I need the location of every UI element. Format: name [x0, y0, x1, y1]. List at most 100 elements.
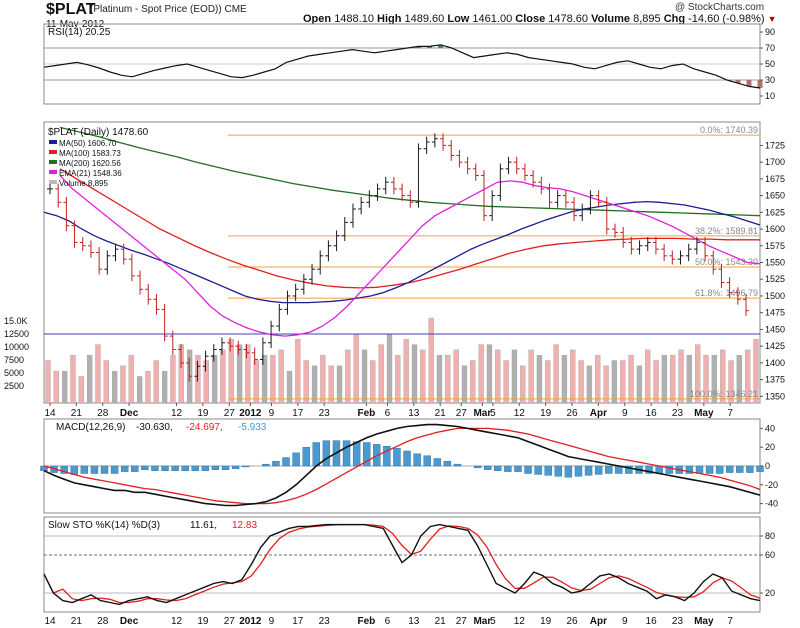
x-axis-label: 26 [566, 408, 578, 419]
volume-bar [161, 370, 168, 404]
volume-bar [453, 349, 459, 404]
volume-bar [361, 349, 368, 404]
macd-histogram-bar [625, 465, 633, 474]
volume-bar [528, 349, 534, 404]
x-axis-label: 12 [514, 408, 526, 419]
ma50-legend-swatch [49, 140, 57, 144]
stochastic-axis-tick-label: 80 [765, 531, 775, 541]
low-value: 1461.00 [472, 13, 513, 25]
ema21-legend-swatch [49, 170, 57, 174]
ma100-legend: MA(100) 1583.73 [59, 149, 121, 158]
macd-histogram-bar [645, 465, 653, 474]
volume-bar [295, 339, 301, 404]
x-axis-label: 17 [292, 408, 304, 419]
volume-bar [461, 365, 468, 404]
price-axis-tick-label: 1700 [765, 157, 785, 167]
chg-value: -14.60 (-0.98%) [688, 13, 765, 25]
volume-bar [486, 344, 493, 404]
volume-bar [95, 344, 101, 404]
x-axis-label-bottom: 14 [44, 616, 56, 627]
price-panel [43, 121, 761, 404]
stochastic-axis-tick-label: 20 [765, 588, 775, 598]
fib-level-label: 0.0%: 1740.39 [700, 125, 758, 135]
volume-bar [470, 360, 476, 404]
x-axis-label: 12 [171, 408, 183, 419]
volume-axis-label: 12500 [4, 329, 29, 339]
volume-bar [286, 370, 293, 404]
macd-histogram-bar [322, 440, 331, 467]
x-axis-label: 14 [44, 408, 56, 419]
rsi-legend: RSI(14) 20.25 [48, 27, 111, 38]
ma200-legend-swatch [49, 160, 57, 164]
macd-axis-tick-label: 0 [765, 461, 770, 471]
macd-histogram-bar [594, 465, 603, 475]
x-axis-label-bottom: 2012 [239, 616, 262, 627]
macd-histogram-bar [181, 465, 189, 471]
volume-bar [578, 360, 584, 404]
macd-histogram-bar [554, 465, 563, 477]
ma50-legend: MA(50) 1606.70 [59, 139, 117, 148]
x-axis-label: 27 [224, 408, 236, 419]
volume-bar [320, 355, 326, 404]
ma100-line [59, 168, 760, 289]
x-axis-label-bottom: 13 [408, 616, 420, 627]
close-value: 1478.60 [548, 13, 589, 25]
macd-histogram-bar [504, 465, 512, 472]
volume-bar [636, 365, 643, 404]
volume-bar [311, 365, 318, 404]
macd-histogram-bar [272, 461, 280, 467]
volume-bar [328, 365, 334, 404]
x-axis-label: 19 [197, 408, 209, 419]
open-value: 1488.10 [334, 13, 374, 25]
x-axis-label-bottom: 26 [566, 616, 578, 627]
macd-histogram-bar [60, 465, 68, 474]
volume-bar [245, 344, 251, 404]
volume-bar [545, 360, 551, 404]
x-axis-label-bottom: 9 [269, 616, 275, 627]
x-axis-label: Mar [473, 408, 491, 419]
macd-histogram-bar [100, 465, 109, 474]
volume-bar [420, 349, 426, 404]
macd-histogram-bar [393, 447, 401, 467]
macd-histogram-bar [120, 465, 129, 472]
macd-histogram-bar [342, 440, 351, 467]
macd-histogram-bar [161, 465, 169, 471]
x-axis-label-bottom: 23 [319, 616, 331, 627]
x-axis-label: 5 [490, 408, 496, 419]
rsi-axis-tick-label: 50 [765, 59, 775, 69]
x-axis-label-bottom: 16 [646, 616, 658, 627]
volume-axis-label: 5000 [4, 368, 24, 378]
stochastic-legend-d: 12.83 [232, 520, 257, 531]
volume-axis-label: 15.0K [4, 316, 28, 326]
stochastic-k-line [43, 523, 761, 606]
volume-bar [353, 333, 359, 404]
volume-bar [736, 355, 742, 404]
x-axis-label-bottom: 19 [540, 616, 552, 627]
volume-bar [236, 344, 243, 404]
volume-bar [536, 355, 543, 404]
macd-histogram-bar [685, 465, 694, 474]
macd-histogram-bar [383, 446, 391, 467]
stochastic-legend: Slow STO %K(14) %D(3) 11.61, 12.83 [48, 520, 257, 531]
x-axis-label-bottom: 21 [435, 616, 447, 627]
x-axis-label: 9 [622, 408, 628, 419]
volume-bar [45, 360, 51, 404]
macd-histogram-bar [191, 465, 199, 471]
macd-legend-label: MACD(12,26,9) [56, 422, 125, 433]
volume-bar [386, 333, 393, 404]
macd-histogram-bar [141, 465, 149, 470]
x-axis-label-bottom: Feb [357, 616, 375, 627]
macd-axis-tick-label: 20 [765, 442, 775, 452]
macd-histogram-bar [514, 465, 522, 472]
volume-bar [720, 349, 726, 404]
x-axis-label: May [694, 408, 714, 419]
macd-legend-value: -30.630, [136, 422, 173, 433]
volume-bar [53, 370, 59, 404]
macd-histogram-bar [90, 465, 99, 474]
volume-bar [745, 349, 751, 404]
volume-bar [220, 349, 226, 404]
volume-bar [336, 365, 343, 404]
volume-bar [120, 365, 126, 404]
macd-histogram-bar [746, 465, 754, 473]
